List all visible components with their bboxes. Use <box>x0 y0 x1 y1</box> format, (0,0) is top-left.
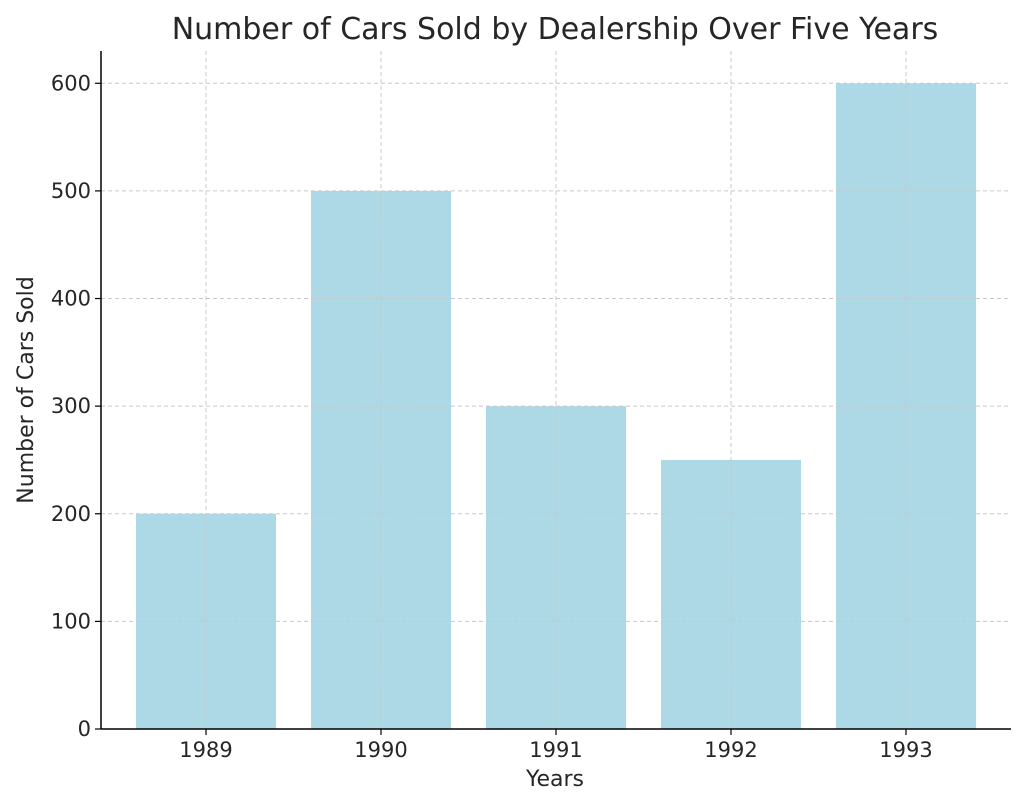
x-tick-label-1989: 1989 <box>179 738 232 762</box>
y-tick-label-500: 500 <box>51 179 91 203</box>
x-tick-label-1993: 1993 <box>879 738 932 762</box>
y-axis-label: Number of Cars Sold <box>14 276 39 503</box>
x-tick-label-1991: 1991 <box>529 738 582 762</box>
bars <box>101 51 1011 730</box>
x-axis-label: Years <box>525 767 584 792</box>
y-tick-label-100: 100 <box>51 609 91 633</box>
y-tick-label-400: 400 <box>51 287 91 311</box>
y-tick-label-300: 300 <box>51 394 91 418</box>
x-tick-label-1990: 1990 <box>354 738 407 762</box>
bar-1991 <box>486 406 626 729</box>
chart-title: Number of Cars Sold by Dealership Over F… <box>172 12 939 47</box>
y-tick-label-0: 0 <box>78 717 91 741</box>
tick-labels: 0 100 200 300 400 500 600 1989 1990 1991 1992 1993 <box>51 71 933 762</box>
axes <box>95 51 1011 735</box>
x-tick-label-1992: 1992 <box>704 738 757 762</box>
y-tick-label-200: 200 <box>51 502 91 526</box>
y-tick-label-600: 600 <box>51 71 91 95</box>
